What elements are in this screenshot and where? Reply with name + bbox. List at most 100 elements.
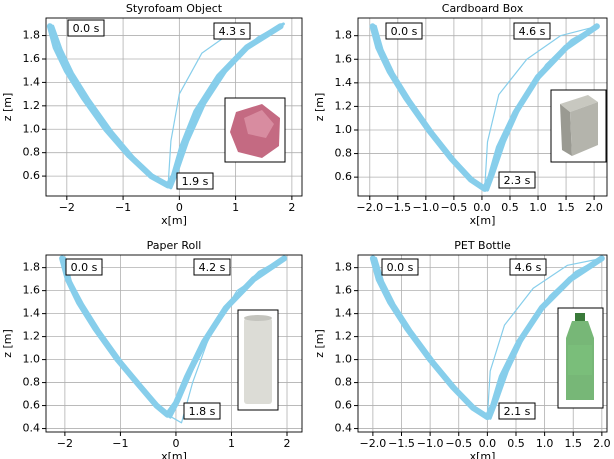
trajectory-line bbox=[373, 24, 599, 192]
plot-frame bbox=[45, 17, 303, 197]
y-tick-label: 1.0 bbox=[335, 123, 353, 136]
annotation: 0.0 s bbox=[73, 22, 100, 35]
x-tick-label: 1.5 bbox=[564, 437, 582, 450]
y-tick-label: 0.8 bbox=[23, 376, 41, 389]
x-axis-label: x[m] bbox=[470, 450, 496, 459]
bottle-photo bbox=[557, 307, 604, 409]
y-tick-label: 1.0 bbox=[23, 353, 41, 366]
plot-frame bbox=[45, 254, 303, 433]
y-tick-label: 1.4 bbox=[335, 307, 353, 320]
x-tick-label: 0.0 bbox=[479, 437, 497, 450]
y-tick-label: 1.6 bbox=[23, 52, 41, 65]
y-axis-label: z [m] bbox=[313, 93, 326, 122]
trajectory-line bbox=[486, 257, 603, 418]
x-tick-label: 0.5 bbox=[507, 437, 525, 450]
y-axis-label: z [m] bbox=[1, 329, 14, 358]
annotation-box bbox=[193, 258, 231, 276]
x-tick-label: −0.5 bbox=[445, 437, 472, 450]
annotation: 0.0 s bbox=[71, 261, 98, 274]
paper-roll-photo bbox=[237, 309, 279, 411]
y-tick-label: 1.2 bbox=[335, 330, 353, 343]
x-tick-label: 1.5 bbox=[557, 201, 575, 214]
annotation-box bbox=[509, 258, 547, 276]
annotation-box bbox=[513, 22, 551, 40]
y-tick-label: 1.4 bbox=[23, 75, 41, 88]
y-tick-label: 1.4 bbox=[335, 76, 353, 89]
annotation: 0.0 s bbox=[391, 25, 418, 38]
y-tick-label: 0.8 bbox=[23, 146, 41, 159]
series-group bbox=[59, 255, 288, 424]
annotation: 4.6 s bbox=[519, 25, 546, 38]
x-tick-label: −1.0 bbox=[417, 437, 444, 450]
annotation: 0.0 s bbox=[387, 261, 414, 274]
annotation: 4.2 s bbox=[199, 261, 226, 274]
annotation: 2.3 s bbox=[504, 174, 531, 187]
x-axis-label: x[m] bbox=[470, 214, 496, 227]
trajectory-line bbox=[374, 256, 604, 420]
annotation-box bbox=[381, 258, 419, 276]
x-tick-label: −1.5 bbox=[384, 201, 411, 214]
y-tick-label: 0.6 bbox=[335, 170, 353, 183]
annotation: 1.9 s bbox=[182, 175, 209, 188]
y-tick-label: 1.2 bbox=[23, 99, 41, 112]
annotation: 4.3 s bbox=[219, 25, 246, 38]
y-tick-label: 0.4 bbox=[335, 422, 353, 435]
annotation-box bbox=[498, 402, 536, 420]
y-tick-label: 0.8 bbox=[335, 376, 353, 389]
chart-title: Paper Roll bbox=[147, 239, 202, 252]
plot-frame bbox=[357, 17, 608, 197]
x-tick-label: −1 bbox=[115, 201, 131, 214]
x-tick-label: 1.0 bbox=[536, 437, 554, 450]
annotation-box bbox=[498, 171, 536, 189]
x-tick-label: −2 bbox=[57, 437, 73, 450]
styrofoam-photo bbox=[224, 97, 286, 163]
y-tick-label: 1.2 bbox=[335, 99, 353, 112]
x-tick-label: −1.5 bbox=[388, 437, 415, 450]
x-tick-label: −2.0 bbox=[356, 201, 383, 214]
y-tick-label: 0.6 bbox=[335, 399, 353, 412]
annotation: 4.6 s bbox=[515, 261, 542, 274]
y-tick-label: 0.8 bbox=[335, 147, 353, 160]
x-tick-label: 0.5 bbox=[501, 201, 519, 214]
y-tick-label: 0.6 bbox=[23, 169, 41, 182]
trajectory-line bbox=[167, 257, 285, 424]
x-axis-label: x[m] bbox=[161, 450, 187, 459]
chart-title: PET Bottle bbox=[454, 239, 511, 252]
x-tick-label: −1 bbox=[112, 437, 128, 450]
trajectory-line bbox=[484, 25, 598, 190]
x-tick-label: 1 bbox=[232, 201, 239, 214]
y-tick-label: 1.8 bbox=[23, 261, 41, 274]
x-tick-label: 2 bbox=[284, 437, 291, 450]
y-tick-label: 1.4 bbox=[23, 307, 41, 320]
trajectory-line bbox=[63, 256, 286, 419]
x-tick-label: 2 bbox=[288, 201, 295, 214]
x-tick-label: 0.0 bbox=[473, 201, 491, 214]
trajectory-line bbox=[51, 22, 285, 190]
annotation-box bbox=[67, 19, 105, 37]
annotation-box bbox=[385, 22, 423, 40]
y-tick-label: 1.0 bbox=[335, 353, 353, 366]
annotation-box bbox=[176, 172, 214, 190]
y-tick-label: 1.0 bbox=[23, 122, 41, 135]
x-tick-label: 1 bbox=[228, 437, 235, 450]
annotation-box bbox=[65, 258, 103, 276]
x-tick-label: −2.0 bbox=[360, 437, 387, 450]
annotation: 1.8 s bbox=[189, 405, 216, 418]
annotation-box bbox=[213, 22, 251, 40]
x-tick-label: −0.5 bbox=[441, 201, 468, 214]
plot-frame bbox=[357, 254, 608, 433]
y-tick-label: 1.8 bbox=[335, 29, 353, 42]
x-tick-label: 0 bbox=[176, 201, 183, 214]
x-tick-label: 2.0 bbox=[593, 437, 611, 450]
x-tick-label: −2 bbox=[59, 201, 75, 214]
x-tick-label: −1.0 bbox=[412, 201, 439, 214]
x-tick-label: 1.0 bbox=[529, 201, 547, 214]
y-tick-label: 0.4 bbox=[23, 422, 41, 435]
series-group bbox=[369, 23, 600, 192]
y-tick-label: 1.6 bbox=[335, 52, 353, 65]
y-tick-label: 1.8 bbox=[335, 261, 353, 274]
x-tick-label: 2.0 bbox=[585, 201, 603, 214]
